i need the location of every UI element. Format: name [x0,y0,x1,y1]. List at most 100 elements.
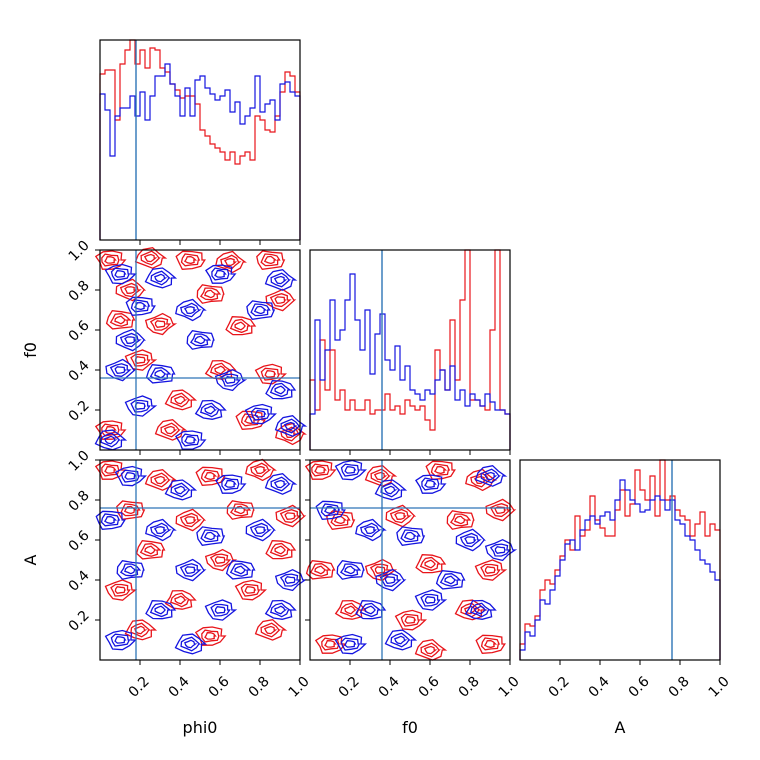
contour-A-f0-blue-13-2 [424,595,436,604]
contour-A-phi0-blue-8-2 [124,565,138,575]
contour-f0-phi0-blue-15-2 [254,410,267,418]
contour-f0-phi0-red-4-1 [260,253,281,267]
contour-f0-phi0-blue-2-1 [211,267,230,281]
contour-f0-phi0-blue-16-1 [100,432,122,448]
contour-A-f0-blue-9-1 [379,573,402,587]
contour-A-f0-blue-5-0 [355,518,387,542]
histogram-phi0-red-series [99,39,301,240]
contour-f0-vs-phi0-panel: 0.20.40.60.81.0 [66,238,308,455]
contour-A-f0-red-10-1 [419,556,442,572]
contour-A-phi0-blue-5-0 [145,518,177,542]
contour-f0-phi0-red-6-2 [204,289,218,299]
contour-A-f0-blue-14-2 [474,605,488,615]
contour-f0-phi0-blue-14-1 [200,402,222,418]
contour-f0-phi0-red-10-1 [229,318,252,334]
contour-f0-phi0-blue-12-0 [265,380,297,400]
contour-A-phi0-blue-4-1 [100,513,121,527]
histogram-A-blue-series [519,479,721,660]
contour-A-f0-red-5-1 [389,508,412,524]
contour-f0-phi0-red-11-1 [130,353,151,367]
contour-A-phi0-red-8-0 [135,540,166,560]
contour-f0-phi0-blue-16-0 [94,429,128,451]
contour-A-phi0-blue-15-1 [110,633,131,647]
contour-A-phi0-red-10-1 [269,542,292,558]
contour-A-f0-blue-15-0 [334,633,368,655]
contour-A-phi0-red-4-0 [116,500,146,520]
contour-A-f0-blue-10-0 [435,570,466,590]
contour-A-f0-blue-7-2 [464,536,477,544]
contour-f0-phi0-blue-11-0 [214,368,248,392]
contour-A-phi0-blue-9-0 [175,558,207,582]
contour-A-f0-blue-0-1 [340,463,361,477]
contour-f0-phi0-red-8-2 [114,315,128,325]
contour-A-phi0-red-9-1 [209,553,232,567]
contour-f0-phi0-red-14-0 [164,389,198,411]
contour-A-f0-red-15-2 [324,640,337,648]
contour-A-phi0-red-2-0 [195,466,226,486]
contour-A-phi0-blue-2-2 [224,480,237,488]
contour-f0-phi0-red-14-2 [174,395,188,405]
contour-A-f0-blue-1-0 [374,479,408,501]
contour-f0-phi0-blue-15-0 [244,403,278,425]
contour-A-phi0-red-5-0 [175,508,207,532]
contour-A-phi0-red-13-0 [234,579,268,601]
contour-A-phi0-red-5-1 [179,512,202,528]
contour-A-f0-red-2-1 [430,463,451,477]
contour-A-f0-red-11-0 [474,559,508,581]
contour-f0-phi0-red-16-0 [154,419,188,441]
x-axis-label-f0: f0 [402,718,418,737]
contour-A-f0-blue-10-1 [439,573,462,587]
contour-f0-phi0-red-9-0 [144,312,178,336]
contour-f0-phi0-blue-6-2 [253,305,268,315]
contour-A-f0-blue-16-2 [394,635,408,645]
contour-A-f0-blue-0-2 [344,466,357,474]
contour-A-f0-red-3-0 [465,468,497,492]
contour-f0-phi0-blue-3-1 [270,272,291,288]
x-axis-label-phi0: phi0 [183,718,218,737]
contour-f0-phi0-red-2-0 [175,250,206,270]
contour-f0-phi0-red-5-1 [119,282,142,298]
contour-A-f0-blue-9-2 [384,576,397,584]
contour-A-phi0-red-10-0 [265,540,297,560]
contour-A-f0-red-15-1 [321,637,340,651]
contour-A-phi0-blue-6-2 [203,531,218,541]
contour-f0-phi0-blue-8-2 [194,335,208,345]
contour-A-f0-blue-5-2 [363,526,378,535]
contour-A-phi0-red-15-2 [204,632,217,640]
contour-f0-phi0-red-16-2 [163,425,178,435]
contour-f0-phi0-blue-14-2 [204,405,218,415]
contour-A-f0-blue-6-2 [403,531,418,541]
contour-f0-phi0-blue-6-0 [246,300,276,321]
contour-A-phi0-blue-7-2 [254,526,267,534]
contour-f0-phi0-blue-4-0 [125,296,156,316]
contour-A-f0-blue-3-1 [480,468,501,484]
contour-A-phi0-blue-16-0 [174,633,208,655]
contour-f0-phi0-blue-8-1 [189,333,212,347]
contour-f0-phi0-red-3-1 [220,254,242,270]
contour-f0-phi0-blue-12-2 [274,385,286,395]
contour-A-f0-red-17-0 [475,634,506,654]
contour-A-phi0-red-4-2 [123,505,138,515]
contour-A-f0-blue-16-1 [390,632,412,648]
contour-A-phi0-red-7-2 [284,512,297,520]
contour-A-phi0-blue-6-1 [200,529,221,543]
contour-A-f0-blue-15-2 [344,640,357,648]
contour-A-phi0-blue-14-2 [274,605,288,615]
contour-A-phi0-red-6-0 [226,500,255,520]
contour-A-f0-blue-1-2 [384,485,398,495]
y-axis-label-A: A [21,554,40,565]
contour-f0-phi0-red-6-1 [199,287,222,301]
contour-f0-phi0-red-3-0 [215,250,247,274]
contour-A-phi0-red-16-2 [263,625,278,635]
contour-A-f0-blue-13-1 [420,593,441,607]
contour-A-phi0-blue-14-0 [264,599,297,620]
contour-A-f0-blue-2-1 [421,477,440,491]
contour-A-phi0-red-1-0 [144,469,178,491]
contour-f0-phi0-red-2-1 [180,253,201,267]
contour-A-f0-red-0-2 [314,466,327,474]
contour-A-f0-red-16-1 [420,642,441,658]
contour-A-phi0-blue-12-0 [145,600,177,620]
contour-A-phi0-red-13-1 [240,583,261,597]
contour-f0-phi0-blue-9-0 [105,358,137,382]
contour-A-phi0-frame [99,459,301,661]
